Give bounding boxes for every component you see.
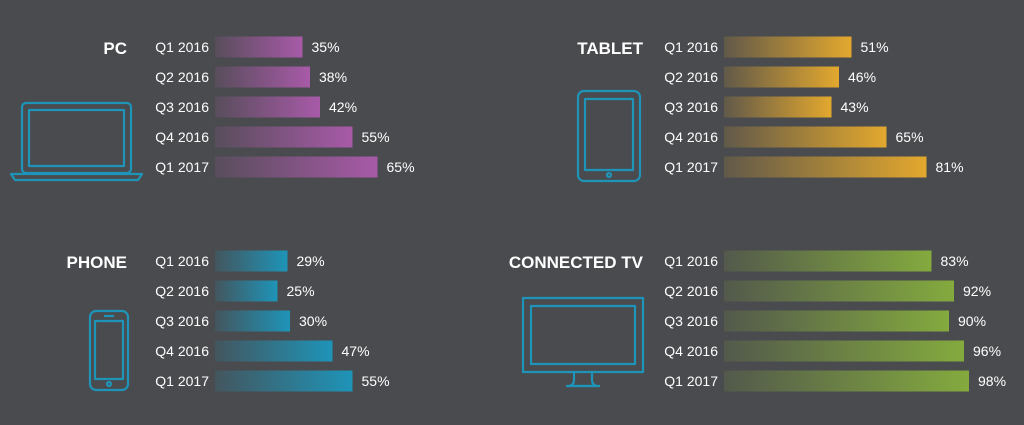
value-label: 29% (297, 253, 325, 269)
category-label: Q1 2016 (664, 253, 718, 269)
bar (215, 66, 310, 88)
bar (215, 156, 378, 178)
tv-stand (567, 372, 599, 388)
tv-display (529, 304, 637, 366)
chart-panel-2: PHONE Q1 2016 29% Q2 2016 25% Q3 2016 30% Q4 20… (67, 250, 390, 392)
category-label: Q4 2016 (155, 129, 209, 145)
phone-body (88, 309, 130, 392)
category-label: Q1 2017 (664, 159, 718, 175)
bar (724, 156, 927, 178)
bar (724, 126, 887, 148)
tablet-body (576, 89, 642, 183)
bar (724, 96, 832, 118)
value-label: 90% (958, 313, 986, 329)
bar (724, 66, 839, 88)
laptop-screen-outline (20, 101, 133, 175)
bar (724, 310, 949, 332)
value-label: 46% (848, 69, 876, 85)
category-label: Q2 2016 (155, 283, 209, 299)
value-label: 65% (387, 159, 415, 175)
bar (724, 370, 969, 392)
bar (215, 310, 290, 332)
category-label: Q3 2016 (664, 313, 718, 329)
chart-panel-3: CONNECTED TV Q1 2016 83% Q2 2016 92% Q3 2016 9… (509, 250, 1006, 392)
category-label: Q2 2016 (664, 283, 718, 299)
value-label: 35% (312, 39, 340, 55)
value-label: 96% (973, 343, 1001, 359)
panel-title: PC (103, 39, 127, 58)
value-label: 51% (861, 39, 889, 55)
bar (724, 280, 954, 302)
value-label: 38% (319, 69, 347, 85)
laptop-icon (9, 101, 144, 182)
bar (215, 340, 333, 362)
bar (215, 36, 303, 58)
category-label: Q1 2016 (155, 39, 209, 55)
phone-icon (88, 309, 130, 392)
tablet-display (583, 97, 635, 172)
category-label: Q3 2016 (155, 99, 209, 115)
category-label: Q4 2016 (664, 343, 718, 359)
category-label: Q1 2016 (664, 39, 718, 55)
value-label: 81% (936, 159, 964, 175)
value-label: 25% (287, 283, 315, 299)
tablet-icon (576, 89, 642, 183)
phone-display (93, 319, 125, 381)
value-label: 47% (342, 343, 370, 359)
chart-panel-1: TABLET Q1 2016 51% Q2 2016 46% Q3 2016 43% Q4 2… (576, 36, 964, 183)
value-label: 42% (329, 99, 357, 115)
value-label: 65% (896, 129, 924, 145)
bar (215, 96, 320, 118)
phone-home-button (105, 380, 113, 388)
value-label: 92% (963, 283, 991, 299)
panel-title: TABLET (577, 39, 643, 58)
category-label: Q1 2017 (155, 159, 209, 175)
category-label: Q1 2017 (155, 373, 209, 389)
bar (215, 280, 278, 302)
category-label: Q3 2016 (155, 313, 209, 329)
tv-frame (521, 296, 645, 374)
tablet-home-button (605, 171, 613, 179)
bar (724, 250, 932, 272)
category-label: Q2 2016 (664, 69, 718, 85)
bar (724, 340, 964, 362)
tv-icon (521, 296, 645, 388)
laptop-base (9, 172, 144, 182)
value-label: 55% (362, 373, 390, 389)
category-label: Q2 2016 (155, 69, 209, 85)
bar (215, 250, 288, 272)
chart-panel-0: PC Q1 2016 35% Q2 2016 38% Q3 2016 42% Q4 2016 5… (9, 36, 415, 182)
category-label: Q1 2016 (155, 253, 209, 269)
bar (724, 36, 852, 58)
bar (215, 370, 353, 392)
value-label: 55% (362, 129, 390, 145)
panel-title: PHONE (67, 253, 127, 272)
bar (215, 126, 353, 148)
value-label: 83% (941, 253, 969, 269)
laptop-display (27, 108, 126, 168)
value-label: 98% (978, 373, 1006, 389)
category-label: Q3 2016 (664, 99, 718, 115)
panel-title: CONNECTED TV (509, 253, 644, 272)
category-label: Q1 2017 (664, 373, 718, 389)
category-label: Q4 2016 (664, 129, 718, 145)
category-label: Q4 2016 (155, 343, 209, 359)
value-label: 43% (841, 99, 869, 115)
value-label: 30% (299, 313, 327, 329)
